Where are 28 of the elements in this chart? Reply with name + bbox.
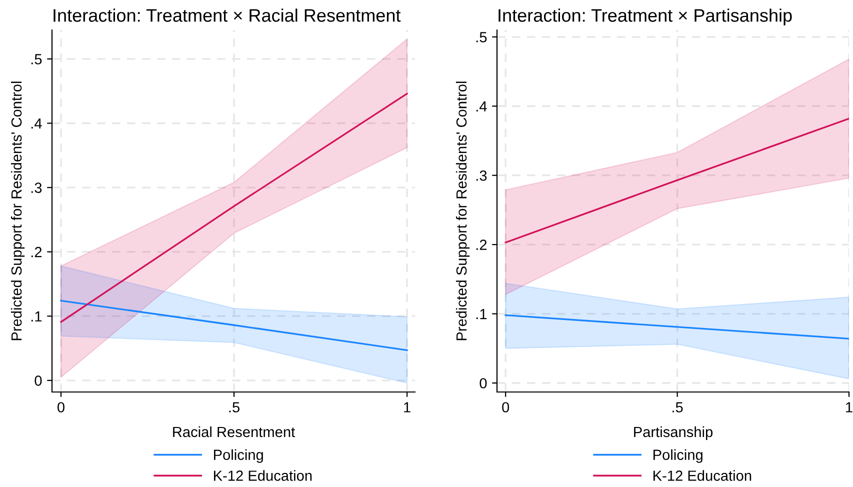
y-tick-label: .1 xyxy=(31,311,42,322)
y-tick-label: .4 xyxy=(31,118,42,129)
legend-label: K-12 Education xyxy=(214,470,312,481)
x-tick-label: 0 xyxy=(58,402,64,412)
y-tick-label: .2 xyxy=(476,240,487,250)
x-axis-title: Partisanship xyxy=(634,426,713,440)
x-tick-label: .5 xyxy=(229,402,240,412)
x-tick-label: 1 xyxy=(846,402,852,412)
y-tick-label: .4 xyxy=(476,101,487,112)
y-tick-label: 0 xyxy=(34,376,42,386)
y-tick-label: .2 xyxy=(31,246,42,258)
y-axis-title: Predicted Support for Residents' Control xyxy=(456,82,470,340)
chart-title: Interaction: Treatment × Racial Resentment xyxy=(54,8,401,22)
y-tick-label: .5 xyxy=(476,32,487,42)
y-tick-label: .1 xyxy=(476,309,487,320)
x-tick-label: .5 xyxy=(672,402,683,412)
y-tick-label: .5 xyxy=(31,54,42,64)
legend-label: Policing xyxy=(654,449,702,463)
chart-title: Interaction: Treatment × Partisanship xyxy=(498,8,792,26)
y-tick-label: .3 xyxy=(476,170,487,181)
y-tick-label: .3 xyxy=(31,182,42,193)
y-axis-title: Predicted Support for Residents' Control xyxy=(10,82,25,340)
y-tick-label: 0 xyxy=(480,378,487,388)
legend-label: Policing xyxy=(214,449,263,463)
legend-label: K-12 Education xyxy=(654,470,752,481)
x-tick-label: 1 xyxy=(404,402,410,412)
x-tick-label: 0 xyxy=(502,402,510,412)
x-axis-title: Racial Resentment xyxy=(173,426,295,438)
